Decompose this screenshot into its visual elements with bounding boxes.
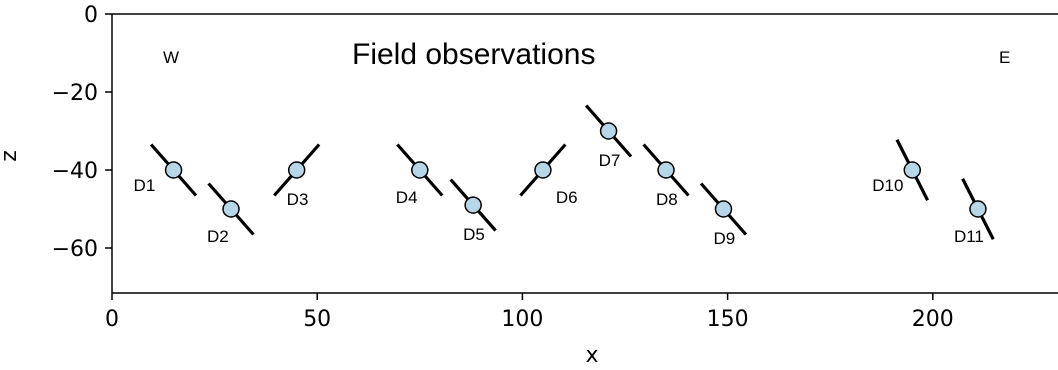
observation-marker [969,200,987,218]
point-label: D8 [656,190,678,209]
point-label: D1 [134,176,156,195]
point-label: D11 [954,227,984,246]
chart-title: Field observations [352,38,595,71]
dip-observation-d4: D4 [396,143,444,207]
y-axis-label: z [0,150,22,162]
point-label: D3 [287,190,309,209]
observation-marker [714,200,733,218]
observation-marker [222,200,240,218]
point-label: D10 [872,176,903,195]
point-label: D9 [713,229,735,248]
dip-observation-d6: D6 [519,143,578,207]
dip-observation-d5: D5 [449,178,497,244]
observation-marker [411,161,429,179]
dip-observation-d11: D11 [954,178,995,246]
observation-marker [164,161,183,179]
dip-observation-d1: D1 [134,143,198,197]
dip-observation-d8: D8 [642,143,690,209]
x-tick-label: 100 [501,307,543,332]
point-label: D2 [207,227,229,246]
point-label: D6 [556,188,578,207]
dip-observation-d3: D3 [273,143,321,209]
observation-marker [287,161,306,179]
observation-marker [657,161,675,179]
corner-label-east: E [999,48,1010,67]
dip-observation-d9: D9 [699,182,748,248]
point-label: D4 [396,188,418,207]
y-tick-label: −40 [52,159,98,184]
point-label: D7 [599,151,621,170]
observation-marker [464,196,482,214]
dip-observation-d10: D10 [872,139,930,201]
point-label: D5 [463,225,485,244]
y-tick-label: −20 [52,81,98,106]
y-tick-label: −60 [52,237,98,262]
corner-label-west: W [163,48,179,67]
x-tick-label: 200 [912,307,954,332]
x-tick-label: 150 [707,307,749,332]
x-tick-label: 0 [105,307,119,332]
axes [111,13,1058,294]
dip-observation-d2: D2 [207,182,255,246]
y-tick-label: 0 [84,3,98,28]
dip-observation-d7: D7 [584,104,633,170]
data-points: D1 D2 D3 D4 D5 D6 D7 D8 D9 D10 D11 [134,104,995,248]
observation-marker [599,122,618,140]
x-tick-label: 50 [303,307,331,332]
observation-marker [534,161,552,179]
observation-marker [903,161,922,179]
x-axis-label: x [585,343,598,368]
ticks: 0 50 100 150 200 0 −20 −40 −60 [52,3,954,332]
